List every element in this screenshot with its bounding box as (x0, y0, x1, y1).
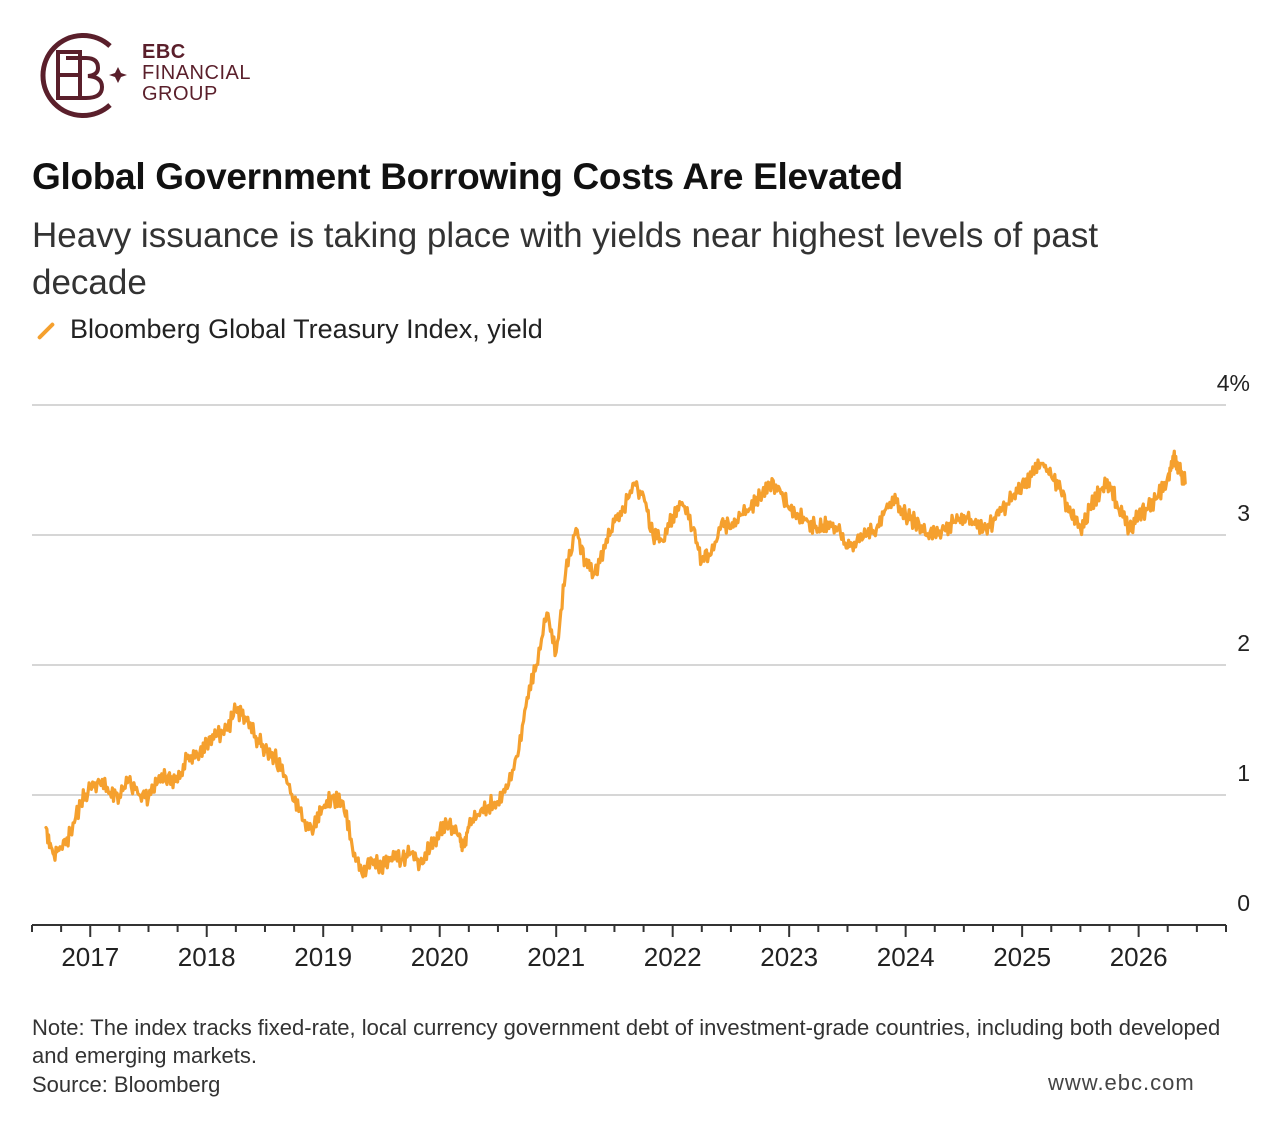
x-tick-label: 2023 (760, 942, 818, 972)
series-line (44, 449, 1187, 879)
x-tick-label: 2022 (644, 942, 702, 972)
x-tick-label: 2026 (1110, 942, 1168, 972)
ebc-logo-mark-icon (40, 33, 127, 118)
y-tick-label: 0 (1237, 890, 1250, 916)
x-tick-label: 2025 (993, 942, 1051, 972)
ebc-logo: EBC FINANCIAL GROUP (30, 28, 270, 123)
x-tick-label: 2021 (527, 942, 585, 972)
x-tick-label: 2020 (411, 942, 469, 972)
logo-line-3: GROUP (142, 83, 218, 105)
logo-line-2: FINANCIAL (142, 62, 251, 84)
y-tick-label: 3 (1237, 500, 1250, 526)
y-tick-label: 1 (1237, 760, 1250, 786)
watermark: www.ebc.com (1048, 1070, 1195, 1095)
y-tick-label: 4% (1217, 370, 1250, 396)
x-tick-label: 2019 (294, 942, 352, 972)
chart-title: Global Government Borrowing Costs Are El… (32, 156, 903, 197)
x-tick-label: 2017 (61, 942, 119, 972)
logo-line-1: EBC (142, 41, 186, 63)
legend-line-icon (34, 319, 56, 341)
ebc-logo-text: EBC FINANCIAL GROUP (142, 42, 251, 105)
x-tick-label: 2018 (178, 942, 236, 972)
legend-label: Bloomberg Global Treasury Index, yield (70, 314, 543, 344)
y-tick-label: 2 (1237, 630, 1250, 656)
chart-source: Source: Bloomberg (32, 1072, 221, 1097)
x-tick-label: 2024 (877, 942, 935, 972)
legend: Bloomberg Global Treasury Index, yield (34, 314, 543, 345)
line-chart: 0 1 2 3 4% 2017 2018 2019 2020 2021 2022 2023 2024 20… (31, 370, 1250, 972)
chart-note: Note: The index tracks fixed-rate, local… (32, 1015, 1221, 1068)
chart-subtitle: Heavy issuance is taking place with yiel… (32, 216, 1099, 302)
